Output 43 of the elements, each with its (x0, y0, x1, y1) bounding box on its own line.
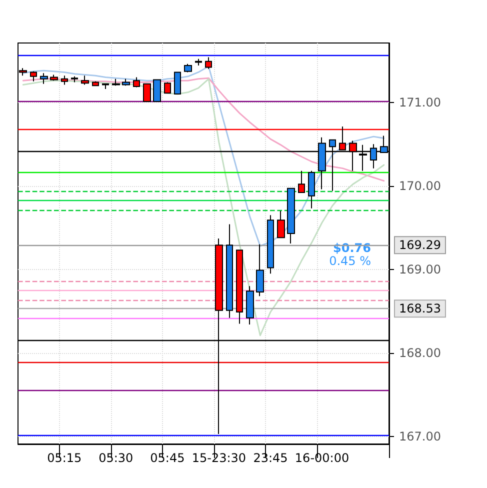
line-series (22, 77, 385, 182)
x-tick-label: 15-23:30 (192, 451, 246, 465)
candlestick (133, 76, 140, 88)
candlestick (61, 75, 68, 86)
candlestick (236, 250, 243, 324)
candlestick (174, 72, 181, 94)
ref-line-label: 169.29 (399, 238, 441, 252)
candlestick (277, 210, 285, 238)
candlestick (164, 82, 171, 94)
y-tick-label: 171.00 (399, 95, 441, 110)
y-tick-label: 167.00 (399, 429, 441, 444)
candlestick (256, 244, 264, 297)
candlestick (122, 78, 130, 86)
candlestick (153, 79, 161, 102)
candlestick (205, 56, 212, 70)
x-tick-label: 23:45 (253, 451, 288, 465)
candlestick (102, 83, 109, 90)
candlestick (308, 170, 315, 209)
ref-line-label: 168.53 (399, 302, 441, 316)
candlestick (71, 76, 78, 83)
candlestick (92, 80, 99, 86)
candlestick (40, 72, 48, 84)
y-tick-label: 169.00 (399, 262, 441, 276)
candlestick (287, 188, 295, 244)
x-tick-label: 05:30 (98, 451, 134, 465)
annotation: 0.45 % (329, 254, 371, 268)
candlestick (184, 63, 192, 73)
x-tick-label: 05:15 (47, 451, 82, 465)
candlestick (81, 75, 89, 86)
x-tick-label: 16-00:00 (294, 451, 350, 465)
candlestick (195, 58, 202, 66)
candlestick (50, 74, 58, 82)
candlestick (30, 70, 37, 82)
candlestick (298, 170, 305, 194)
candlestick (226, 224, 233, 318)
candlestick (246, 286, 254, 326)
y-tick-label: 168.00 (399, 346, 441, 360)
candlestick (143, 83, 151, 102)
y-tick-label: 170.00 (399, 178, 441, 193)
candlestick (267, 214, 274, 274)
line-series (22, 78, 385, 336)
candlestick (112, 78, 120, 86)
x-tick-label: 05:45 (150, 451, 185, 465)
